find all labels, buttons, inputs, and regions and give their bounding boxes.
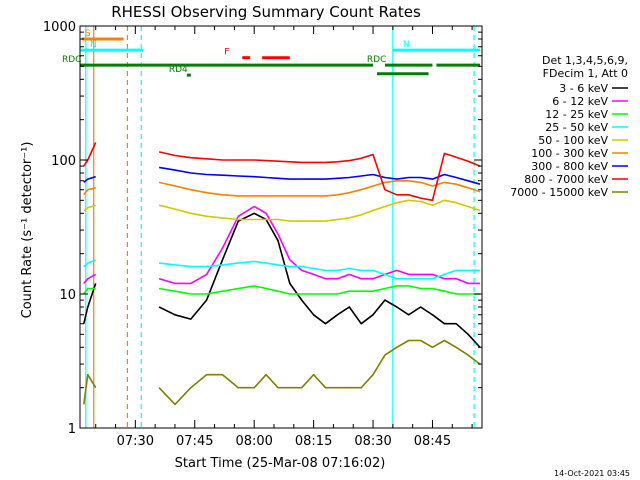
y-tick-label-4: 1000 <box>43 20 76 35</box>
y-tick-label-3: 100 <box>51 154 76 169</box>
legend-label-4: 25 - 50 keV <box>545 121 608 134</box>
series-line-2 <box>83 205 480 285</box>
flag-label-1: S <box>85 29 91 39</box>
legend-label-8: 800 - 7000 keV <box>524 173 608 186</box>
flag-label-10: RD4 <box>169 65 188 75</box>
x-tick-label-6: 08:45 <box>414 434 451 449</box>
series-line-1 <box>83 212 481 348</box>
flag-label-3: N <box>403 40 410 50</box>
series-line-9 <box>83 339 481 406</box>
series-line-5 <box>83 199 481 222</box>
y-tick-label-2: 10 <box>59 288 76 303</box>
x-axis-label: Start Time (25-Mar-08 07:16:02) <box>175 456 386 471</box>
series-line-4 <box>83 259 480 280</box>
x-tick-label-2: 07:45 <box>176 434 213 449</box>
legend-label-5: 50 - 100 keV <box>538 134 608 147</box>
flag-label-4: F <box>224 48 229 58</box>
legend-label-2: 6 - 12 keV <box>552 95 608 108</box>
legend-label-3: 12 - 25 keV <box>545 108 608 121</box>
legend-header-1: Det 1,3,4,5,6,9, <box>542 54 628 67</box>
x-tick-label-3: 08:00 <box>235 434 272 449</box>
legend-label-7: 300 - 800 keV <box>531 160 608 173</box>
x-tick-label-4: 08:15 <box>295 434 332 449</box>
y-tick-label-1: 1 <box>68 422 76 437</box>
series-line-7 <box>83 166 481 185</box>
y-axis-label: Count Rate (s⁻¹ detector⁻¹) <box>20 142 35 319</box>
flag-label-6: RDC <box>62 55 81 65</box>
axes: 1 10 100 1000 07:30 07:45 08:00 08:15 08:30 08:45 <box>43 20 483 449</box>
plot-frame <box>79 25 483 429</box>
legend: Det 1,3,4,5,6,9,FDecim 1, Att 0 3 - 6 keV… <box>510 54 628 199</box>
flag-label-7: RDC <box>367 55 386 65</box>
legend-label-6: 100 - 300 keV <box>531 147 608 160</box>
footer-date: 14-Oct-2021 03:45 <box>554 469 630 478</box>
y-axis-label-group: Count Rate (s⁻¹ detector⁻¹) <box>20 142 35 319</box>
x-tick-label-5: 08:30 <box>354 434 391 449</box>
legend-label-1: 3 - 6 keV <box>559 82 608 95</box>
flag-label-2: N <box>90 40 97 50</box>
legend-label-9: 7000 - 15000 keV <box>510 186 608 199</box>
series-line-6 <box>83 180 481 197</box>
series-line-3 <box>83 285 480 295</box>
x-tick-label-1: 07:30 <box>117 434 154 449</box>
chart-title: RHESSI Observing Summary Count Rates <box>111 3 421 21</box>
legend-header-2: FDecim 1, Att 0 <box>543 67 628 80</box>
